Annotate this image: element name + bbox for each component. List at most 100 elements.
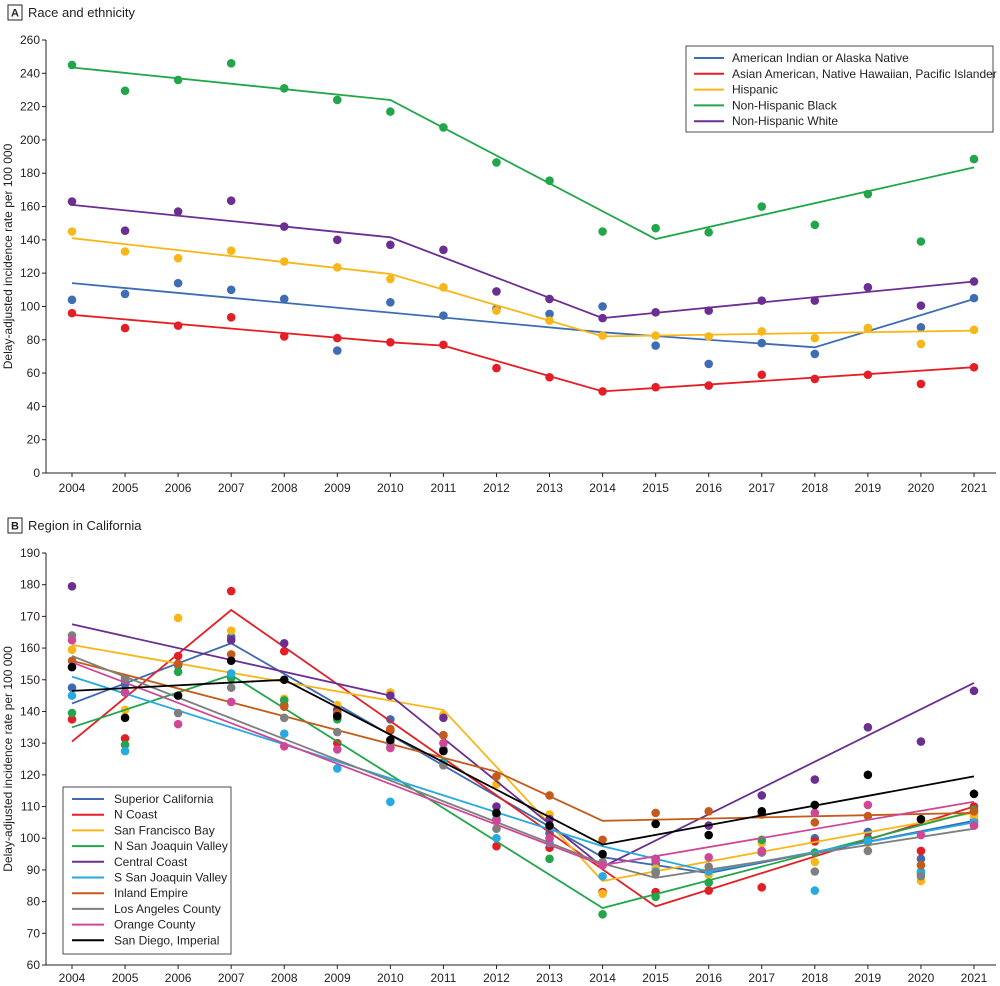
y-tick-label: 90 bbox=[27, 863, 41, 877]
data-point-orange-county-2018 bbox=[810, 808, 820, 818]
data-point-orange-county-2004 bbox=[67, 635, 77, 645]
y-tick-label: 160 bbox=[20, 641, 40, 655]
x-tick-label: 2013 bbox=[536, 481, 563, 495]
data-point-non-hispanic-black-2013 bbox=[545, 176, 554, 186]
data-point-inland-empire-2011 bbox=[439, 730, 448, 740]
x-tick-label: 2008 bbox=[271, 481, 298, 495]
trend-line-san-francisco-bay bbox=[71, 644, 975, 882]
data-point-hispanic-2016 bbox=[704, 332, 714, 341]
data-point-n-san-joaquin-valley-2005 bbox=[120, 740, 130, 750]
data-point-orange-county-2012 bbox=[492, 816, 501, 826]
data-point-non-hispanic-black-2005 bbox=[120, 86, 130, 96]
x-tick-label: 2021 bbox=[961, 971, 988, 985]
data-point-orange-county-2013 bbox=[545, 833, 554, 843]
data-point-inland-empire-2015 bbox=[651, 808, 660, 818]
trend-line-non-hispanic-black bbox=[71, 66, 975, 240]
data-point-san-diego-imperial-2021 bbox=[969, 789, 979, 799]
data-point-american-indian-or-alaska-native-2021 bbox=[969, 293, 979, 303]
data-point-american-indian-or-alaska-native-2015 bbox=[651, 341, 660, 350]
y-tick-label: 20 bbox=[27, 433, 41, 447]
data-point-los-angeles-county-2016 bbox=[704, 862, 714, 872]
data-point-asian-american-native-hawaiian-pacific-islander-2007 bbox=[226, 312, 236, 322]
y-axis-title: Delay-adjusted incidence rate per 100 00… bbox=[1, 143, 15, 369]
data-point-n-san-joaquin-valley-2015 bbox=[651, 892, 660, 902]
data-point-san-diego-imperial-2009 bbox=[332, 711, 342, 721]
legend-label-san-francisco-bay: San Francisco Bay bbox=[114, 823, 215, 837]
data-point-orange-county-2011 bbox=[439, 738, 448, 748]
x-tick-label: 2009 bbox=[324, 481, 351, 495]
legend-label-san-diego-imperial: San Diego, Imperial bbox=[114, 933, 219, 947]
data-point-s-san-joaquin-valley-2009 bbox=[332, 764, 342, 773]
x-tick-label: 2014 bbox=[589, 481, 616, 495]
legend-label-n-coast: N Coast bbox=[114, 808, 158, 822]
data-point-non-hispanic-white-2016 bbox=[704, 306, 714, 315]
data-point-non-hispanic-white-2018 bbox=[810, 296, 820, 305]
data-point-inland-empire-2006 bbox=[173, 659, 183, 669]
legend-box bbox=[685, 45, 994, 133]
data-point-s-san-joaquin-valley-2019 bbox=[863, 837, 873, 846]
data-point-asian-american-native-hawaiian-pacific-islander-2011 bbox=[439, 340, 448, 350]
data-point-n-san-joaquin-valley-2008 bbox=[279, 696, 289, 705]
y-tick-label: 110 bbox=[21, 800, 40, 814]
series-hispanic bbox=[67, 227, 979, 349]
y-tick-label: 60 bbox=[27, 366, 41, 380]
x-tick-label: 2006 bbox=[165, 971, 192, 985]
trend-line-american-indian-or-alaska-native bbox=[71, 282, 975, 349]
data-point-n-san-joaquin-valley-2016 bbox=[704, 878, 714, 887]
series-asian-american-native-hawaiian-pacific-islander bbox=[67, 308, 979, 396]
x-tick-label: 2021 bbox=[961, 481, 988, 495]
data-point-non-hispanic-black-2017 bbox=[757, 202, 767, 211]
y-tick-label: 120 bbox=[20, 266, 40, 280]
data-point-asian-american-native-hawaiian-pacific-islander-2005 bbox=[120, 323, 130, 333]
data-point-los-angeles-county-2008 bbox=[279, 713, 289, 723]
data-point-orange-county-2008 bbox=[279, 742, 289, 751]
data-point-san-diego-imperial-2013 bbox=[545, 821, 554, 830]
data-point-non-hispanic-white-2006 bbox=[173, 207, 183, 216]
data-point-hispanic-2015 bbox=[651, 331, 660, 340]
data-point-asian-american-native-hawaiian-pacific-islander-2014 bbox=[598, 387, 607, 396]
data-point-n-coast-2016 bbox=[704, 886, 714, 895]
y-tick-label: 140 bbox=[20, 233, 40, 247]
data-point-american-indian-or-alaska-native-2018 bbox=[810, 349, 820, 359]
legend-label-inland-empire: Inland Empire bbox=[114, 886, 188, 900]
data-point-orange-county-2017 bbox=[757, 846, 767, 856]
legend-label-asian-american-native-hawaiian-pacific-islander: Asian American, Native Hawaiian, Pacific… bbox=[732, 67, 997, 81]
data-point-s-san-joaquin-valley-2008 bbox=[279, 729, 289, 738]
data-point-hispanic-2007 bbox=[226, 246, 236, 255]
y-tick-label: 60 bbox=[27, 958, 41, 972]
y-tick-label: 70 bbox=[27, 926, 41, 940]
data-point-n-coast-2006 bbox=[173, 651, 183, 661]
data-point-non-hispanic-black-2014 bbox=[598, 227, 607, 236]
data-point-non-hispanic-black-2012 bbox=[492, 158, 501, 167]
y-tick-label: 80 bbox=[27, 333, 41, 347]
data-point-s-san-joaquin-valley-2004 bbox=[67, 691, 77, 700]
y-tick-label: 240 bbox=[20, 66, 40, 80]
data-point-san-diego-imperial-2020 bbox=[916, 814, 926, 824]
data-point-central-coast-2010 bbox=[386, 691, 395, 700]
data-point-asian-american-native-hawaiian-pacific-islander-2010 bbox=[386, 337, 395, 347]
data-point-inland-empire-2014 bbox=[598, 835, 607, 845]
x-tick-label: 2016 bbox=[695, 481, 722, 495]
data-point-non-hispanic-black-2008 bbox=[279, 83, 289, 93]
data-point-hispanic-2019 bbox=[863, 323, 873, 333]
data-point-central-coast-2021 bbox=[969, 686, 979, 696]
panel-letter: A bbox=[11, 8, 19, 20]
data-point-n-coast-2005 bbox=[120, 734, 130, 743]
data-point-n-coast-2008 bbox=[279, 646, 289, 656]
data-point-san-francisco-bay-2004 bbox=[67, 645, 77, 654]
data-point-hispanic-2011 bbox=[439, 283, 448, 292]
data-point-orange-county-2016 bbox=[704, 852, 714, 862]
data-point-central-coast-2004 bbox=[67, 581, 77, 591]
data-point-american-indian-or-alaska-native-2016 bbox=[704, 359, 714, 369]
data-point-american-indian-or-alaska-native-2014 bbox=[598, 302, 607, 311]
data-point-san-diego-imperial-2015 bbox=[651, 819, 660, 829]
x-tick-label: 2018 bbox=[801, 481, 828, 495]
data-point-asian-american-native-hawaiian-pacific-islander-2008 bbox=[279, 332, 289, 341]
data-point-inland-empire-2007 bbox=[226, 650, 236, 659]
panel-letter-box bbox=[7, 517, 23, 534]
data-point-san-diego-imperial-2004 bbox=[67, 662, 77, 672]
data-point-central-coast-2012 bbox=[492, 802, 501, 811]
x-tick-label: 2011 bbox=[431, 481, 457, 495]
data-point-non-hispanic-white-2017 bbox=[757, 296, 767, 305]
data-point-non-hispanic-white-2015 bbox=[651, 307, 660, 317]
